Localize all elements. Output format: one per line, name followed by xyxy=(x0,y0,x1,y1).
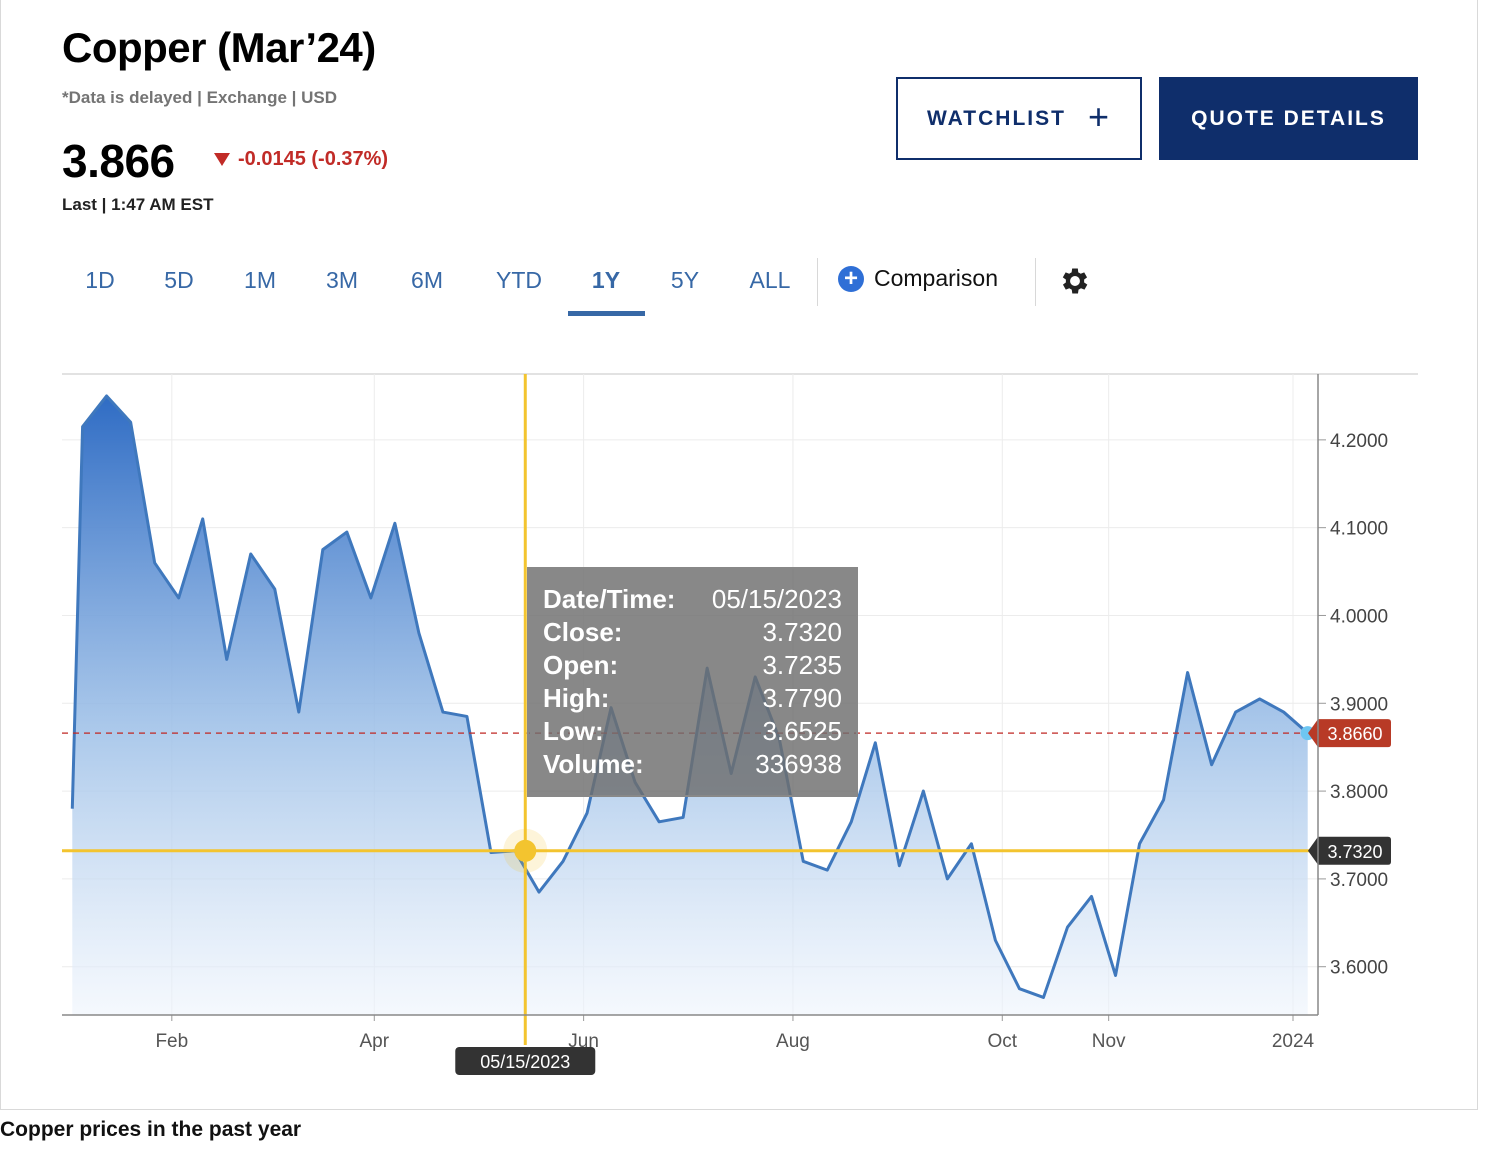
price-change: -0.0145 (-0.37%) xyxy=(214,148,388,171)
tooltip-row: Date/Time: 05/15/2023 xyxy=(543,583,842,616)
tab-1m[interactable]: 1M xyxy=(244,267,276,293)
last-update-time: Last | 1:47 AM EST xyxy=(62,195,214,214)
tab-ytd[interactable]: YTD xyxy=(496,267,542,293)
x-tick-label: Aug xyxy=(776,1031,810,1052)
crosshair-marker xyxy=(514,839,537,862)
x-tick-label: Oct xyxy=(988,1031,1018,1052)
y-tick-label: 3.7000 xyxy=(1330,870,1388,891)
tab-all[interactable]: ALL xyxy=(749,267,791,293)
tooltip-row: Low: 3.6525 xyxy=(543,715,842,748)
x-tick-label: Apr xyxy=(359,1031,389,1052)
tooltip-value: 336938 xyxy=(755,749,842,779)
tooltip-label: Low: xyxy=(543,716,604,746)
watchlist-label: WATCHLIST xyxy=(927,106,1066,130)
price-line xyxy=(70,394,1309,999)
tab-6m[interactable]: 6M xyxy=(411,267,443,293)
tooltip-row: Volume: 336938 xyxy=(543,748,842,781)
tooltip-label: Open: xyxy=(543,650,619,680)
crosshair-date-tag-text: 05/15/2023 xyxy=(480,1052,570,1072)
tooltip-value: 3.6525 xyxy=(762,716,842,746)
y-tick-label: 4.0000 xyxy=(1330,606,1388,627)
x-tick-label: 2024 xyxy=(1272,1031,1315,1052)
tab-5y[interactable]: 5Y xyxy=(670,267,700,293)
tab-1d[interactable]: 1D xyxy=(85,267,115,293)
figure-caption: Copper prices in the past year xyxy=(0,1118,302,1141)
chart-tooltip: Date/Time: 05/15/2023 Close: 3.7320 Open: 3… xyxy=(527,567,858,797)
chart-card xyxy=(0,0,1478,1110)
y-tick-label: 3.6000 xyxy=(1330,958,1388,979)
plus-circle-icon: + xyxy=(838,265,864,292)
price-change-value: -0.0145 (-0.37%) xyxy=(238,148,389,170)
divider xyxy=(1035,258,1036,306)
tooltip-value: 3.7235 xyxy=(762,650,842,680)
y-tick-label: 3.9000 xyxy=(1330,694,1388,715)
comparison-label: Comparison xyxy=(874,265,998,291)
tooltip-row: Close: 3.7320 xyxy=(543,616,842,649)
x-tick-label: Jun xyxy=(568,1031,599,1052)
plus-icon: + xyxy=(1087,96,1111,137)
tooltip-value: 05/15/2023 xyxy=(711,584,842,614)
y-tick-label: 4.1000 xyxy=(1330,519,1388,540)
active-tab-indicator xyxy=(568,311,645,316)
tooltip-value: 3.7790 xyxy=(762,683,842,713)
crosshair-date-tag xyxy=(455,1047,596,1075)
quote-details-label: QUOTE DETAILS xyxy=(1191,106,1386,130)
crosshair-price-tag xyxy=(1308,836,1391,865)
x-tick-label: Nov xyxy=(1092,1031,1126,1052)
price-area-fill xyxy=(72,395,1308,1016)
tab-3m[interactable]: 3M xyxy=(326,267,358,293)
watchlist-button[interactable]: WATCHLIST + xyxy=(896,77,1142,160)
x-tick-label: Feb xyxy=(155,1031,188,1052)
last-price: 3.866 xyxy=(62,135,175,187)
tooltip-label: Volume: xyxy=(543,749,644,779)
divider xyxy=(817,258,818,306)
comparison-button[interactable]: + Comparison xyxy=(838,265,998,292)
data-notice: *Data is delayed | Exchange | USD xyxy=(62,88,338,107)
page-title: Copper (Mar’24) xyxy=(62,24,376,71)
tab-1y[interactable]: 1Y xyxy=(591,267,621,293)
tooltip-row: High: 3.7790 xyxy=(543,682,842,715)
last-price-tag-text: 3.8660 xyxy=(1327,724,1382,744)
y-tick-label: 4.2000 xyxy=(1330,431,1388,452)
y-tick-label: 3.8000 xyxy=(1330,782,1388,803)
tooltip-label: High: xyxy=(543,683,610,713)
last-price-tag xyxy=(1308,719,1391,748)
crosshair-price-tag-text: 3.7320 xyxy=(1327,842,1382,862)
gear-icon[interactable] xyxy=(1058,264,1092,298)
quote-details-button[interactable]: QUOTE DETAILS xyxy=(1159,77,1418,160)
tooltip-value: 3.7320 xyxy=(762,617,842,647)
tooltip-label: Date/Time: xyxy=(543,584,676,614)
triangle-down-icon xyxy=(214,153,230,166)
tooltip-label: Close: xyxy=(543,617,623,647)
tab-5d[interactable]: 5D xyxy=(164,267,194,293)
tooltip-row: Open: 3.7235 xyxy=(543,649,842,682)
